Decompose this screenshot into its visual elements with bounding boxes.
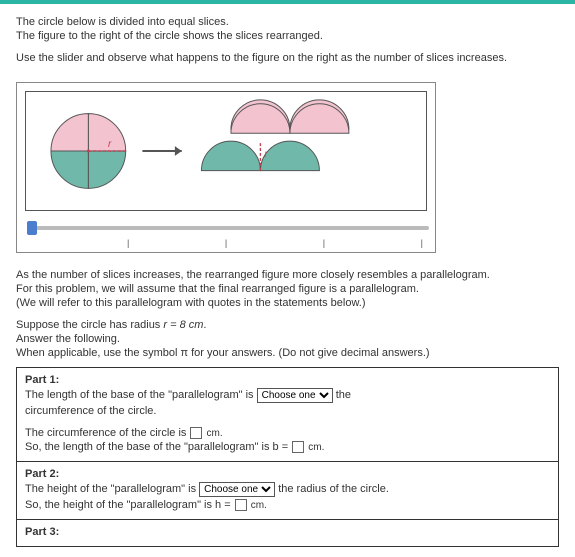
intro-line3: Use the slider and observe what happens … bbox=[16, 52, 559, 64]
part1-line4: So, the length of the base of the "paral… bbox=[25, 441, 550, 453]
intro-text: The circle below is divided into equal s… bbox=[16, 16, 559, 64]
desc-line3: (We will refer to this parallelogram wit… bbox=[16, 297, 559, 309]
arrow-icon bbox=[142, 146, 181, 156]
intro-line1: The circle below is divided into equal s… bbox=[16, 16, 559, 28]
part-1: Part 1: The length of the base of the "p… bbox=[17, 368, 558, 461]
part2-choose-select[interactable]: Choose one bbox=[199, 482, 275, 497]
desc-line4: Suppose the circle has radius r = 8 cm. bbox=[16, 319, 559, 331]
part1-choose-select[interactable]: Choose one bbox=[257, 388, 333, 403]
part2-title: Part 2: bbox=[25, 468, 550, 480]
height-input[interactable] bbox=[235, 499, 247, 511]
figure-svg: r bbox=[26, 92, 426, 210]
desc-line5: Answer the following. bbox=[16, 333, 559, 345]
intro-line2: The figure to the right of the circle sh… bbox=[16, 30, 559, 42]
part1-line2: circumference of the circle. bbox=[25, 405, 550, 417]
part3-title: Part 3: bbox=[25, 526, 550, 538]
part2-line2: So, the height of the "parallelogram" is… bbox=[25, 499, 550, 511]
base-length-input[interactable] bbox=[292, 441, 304, 453]
circumference-input[interactable] bbox=[190, 427, 202, 439]
desc-line6: When applicable, use the symbol π for yo… bbox=[16, 347, 559, 359]
desc-line1: As the number of slices increases, the r… bbox=[16, 269, 559, 281]
part-2: Part 2: The height of the "parallelogram… bbox=[17, 461, 558, 519]
part1-line1: The length of the base of the "parallelo… bbox=[25, 388, 550, 403]
part1-title: Part 1: bbox=[25, 374, 550, 386]
main-content: The circle below is divided into equal s… bbox=[0, 4, 575, 557]
rearranged-group: r bbox=[201, 100, 348, 200]
desc-line2: For this problem, we will assume that th… bbox=[16, 283, 559, 295]
part2-line1: The height of the "parallelogram" is Cho… bbox=[25, 482, 550, 497]
figure-container: r bbox=[16, 82, 436, 253]
description-block: As the number of slices increases, the r… bbox=[16, 269, 559, 359]
slices-slider[interactable] bbox=[27, 219, 429, 237]
figure-canvas: r bbox=[25, 91, 427, 211]
slider-row: | | | | bbox=[25, 217, 427, 248]
slider-ticks: | | | | bbox=[25, 238, 427, 248]
circle-group: r bbox=[51, 114, 126, 189]
part1-line3: The circumference of the circle is cm. bbox=[25, 427, 550, 439]
parts-container: Part 1: The length of the base of the "p… bbox=[16, 367, 559, 547]
part-3: Part 3: bbox=[17, 519, 558, 546]
